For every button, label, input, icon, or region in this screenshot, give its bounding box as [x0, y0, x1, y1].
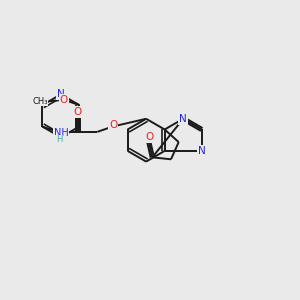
Text: O: O — [109, 120, 118, 130]
Text: N: N — [57, 89, 65, 99]
Text: H: H — [56, 135, 62, 144]
Text: N: N — [198, 146, 206, 156]
Text: CH₃: CH₃ — [32, 97, 48, 106]
Text: N: N — [179, 114, 187, 124]
Text: O: O — [74, 107, 82, 117]
Text: O: O — [60, 95, 68, 105]
Text: O: O — [145, 132, 153, 142]
Text: NH: NH — [54, 128, 69, 138]
